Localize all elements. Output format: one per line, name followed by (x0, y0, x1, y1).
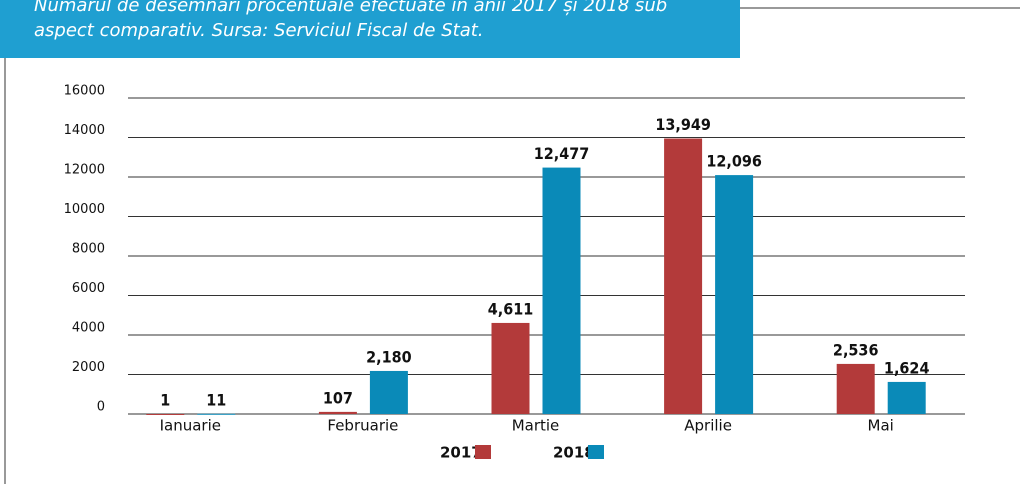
value-label: 2,536 (833, 340, 879, 359)
y-tick-label: 6000 (72, 281, 105, 296)
bar (146, 413, 185, 415)
legend-label: 2017 (440, 444, 482, 462)
legend-swatch (475, 445, 491, 459)
bar (491, 322, 530, 414)
value-label: 11 (206, 390, 226, 409)
y-tick-label: 0 (97, 400, 105, 415)
bar (542, 167, 581, 414)
bar (836, 363, 875, 414)
header-line: Numărul de desemnări procentuale efectua… (34, 0, 667, 16)
y-tick-label: 2000 (72, 360, 105, 375)
legend-label: 2018 (553, 444, 595, 462)
x-tick-label: Aprilie (684, 417, 732, 435)
value-label: 4,611 (488, 299, 534, 318)
y-tick-label: 16000 (64, 84, 105, 99)
y-tick-label: 8000 (72, 242, 105, 257)
bar (369, 370, 408, 414)
bar (318, 411, 357, 414)
bar (887, 381, 926, 414)
bar (715, 175, 754, 414)
x-tick-label: Martie (512, 417, 560, 435)
value-label: 12,096 (706, 152, 762, 171)
y-tick-label: 14000 (64, 123, 105, 138)
x-tick-label: Mai (868, 417, 894, 435)
value-label: 13,949 (655, 115, 711, 134)
header-banner (0, 0, 740, 58)
value-label: 2,180 (366, 347, 412, 366)
value-label: 1 (160, 390, 170, 409)
bar (664, 138, 703, 414)
legend-swatch (588, 445, 604, 459)
y-tick-label: 12000 (64, 163, 105, 178)
y-tick-label: 10000 (64, 202, 105, 217)
bar (197, 413, 236, 415)
y-tick-label: 4000 (72, 321, 105, 336)
value-label: 107 (323, 388, 353, 407)
header-line: aspect comparativ. Sursa: Serviciul Fisc… (34, 20, 484, 41)
value-label: 1,624 (884, 358, 930, 377)
x-tick-label: Ianuarie (160, 417, 221, 435)
value-label: 12,477 (534, 144, 590, 163)
x-tick-label: Februarie (327, 417, 398, 435)
